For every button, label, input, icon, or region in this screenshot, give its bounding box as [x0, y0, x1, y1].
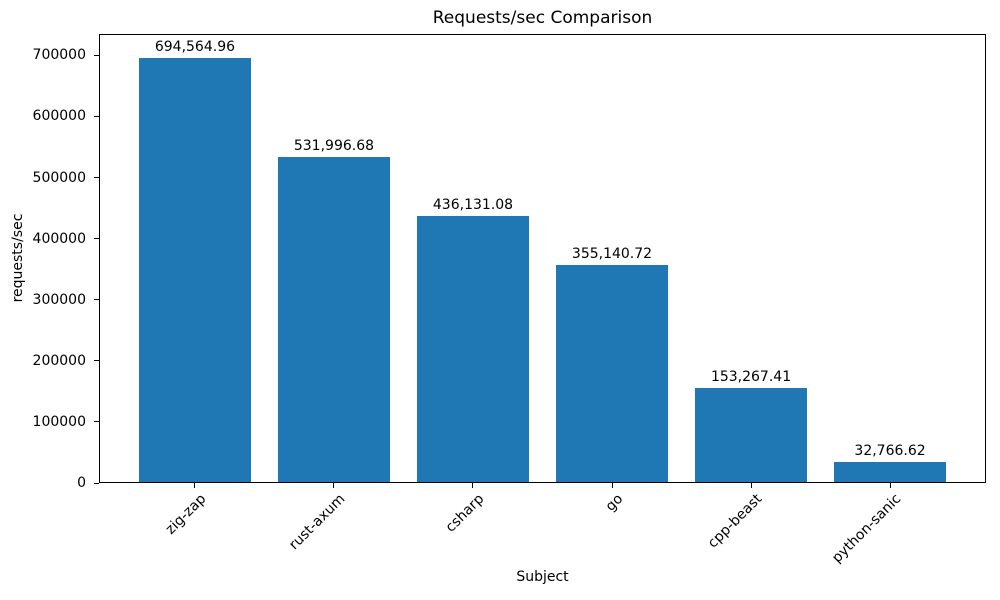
- bar-value-label: 531,996.68: [293, 138, 375, 155]
- y-tick-mark: [94, 299, 99, 301]
- y-tick-label: 400000: [32, 230, 86, 247]
- y-tick-mark: [94, 115, 99, 117]
- x-tick-mark: [472, 483, 474, 488]
- x-tick-mark: [333, 483, 335, 488]
- x-axis-label: Subject: [516, 569, 569, 585]
- x-tick-mark: [611, 483, 613, 488]
- bar-value-label: 436,131.08: [432, 196, 514, 213]
- bar-value-label: 32,766.62: [854, 442, 926, 459]
- y-tick-label: 200000: [32, 352, 86, 369]
- y-tick-label: 300000: [32, 291, 86, 308]
- y-tick-mark: [94, 421, 99, 423]
- bar-value-label: 694,564.96: [154, 38, 236, 55]
- x-tick-mark: [194, 483, 196, 488]
- y-tick-label: 600000: [32, 108, 86, 125]
- bar-rust-axum: [278, 157, 390, 482]
- y-tick-mark: [94, 360, 99, 362]
- bar-go: [556, 265, 668, 482]
- plot-area: 694,564.96 531,996.68 436,131.08 355,140.72…: [99, 34, 986, 483]
- y-tick-label: 700000: [32, 47, 86, 64]
- bar-csharp: [417, 215, 529, 482]
- x-tick-mark: [889, 483, 891, 488]
- bar-python-sanic: [834, 461, 946, 482]
- y-tick-mark: [94, 238, 99, 240]
- y-tick-label: 100000: [32, 413, 86, 430]
- y-tick-label: 500000: [32, 169, 86, 186]
- bar-value-label: 153,267.41: [710, 369, 792, 386]
- bar-zig-zap: [139, 57, 251, 482]
- y-tick-label: 0: [77, 475, 86, 491]
- y-tick-mark: [94, 482, 99, 484]
- y-tick-mark: [94, 177, 99, 179]
- chart-title: Requests/sec Comparison: [432, 8, 653, 28]
- y-axis-label: requests/sec: [10, 213, 26, 303]
- bar-cpp-beast: [695, 388, 807, 482]
- y-tick-mark: [94, 54, 99, 56]
- bar-value-label: 355,140.72: [571, 246, 653, 263]
- x-tick-mark: [750, 483, 752, 488]
